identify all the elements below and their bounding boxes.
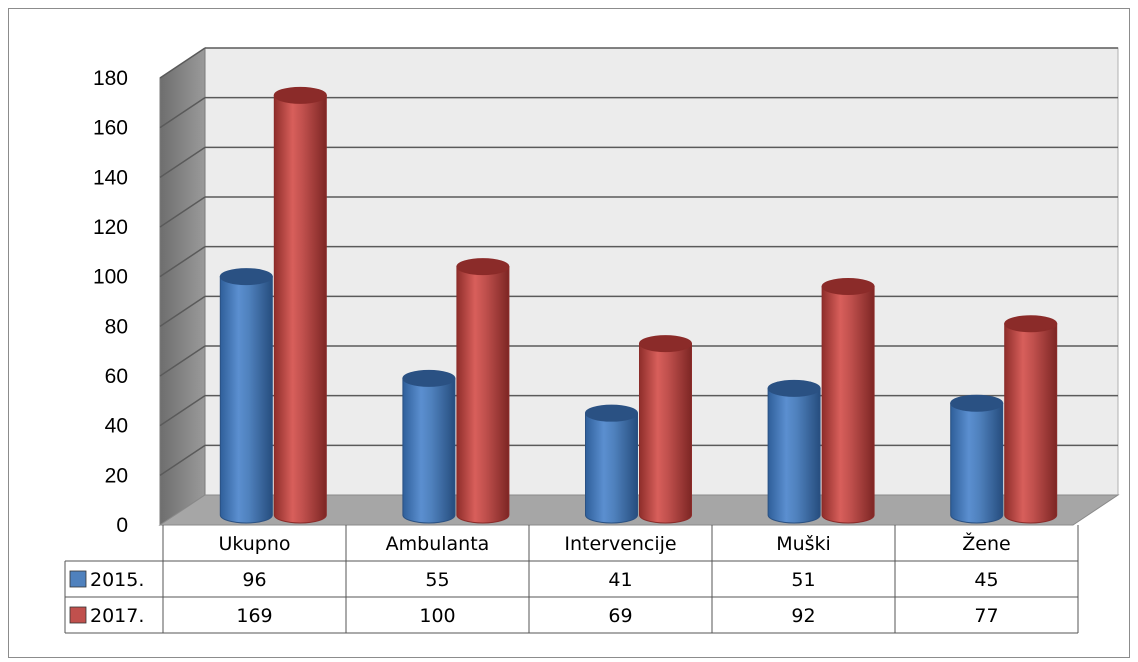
legend-swatch: [69, 606, 87, 624]
bar-body: [767, 387, 821, 524]
data-label: 77: [974, 605, 998, 627]
y-tick-label: 100: [93, 266, 128, 289]
bar-top: [456, 258, 510, 276]
y-tick-label: 40: [105, 415, 128, 438]
data-label: 92: [791, 605, 815, 627]
y-tick-label: 20: [105, 464, 128, 487]
category-label: Žene: [962, 532, 1010, 555]
data-label: 100: [419, 605, 455, 627]
bar-body: [950, 402, 1004, 524]
gridline-side: [159, 196, 206, 228]
data-label: 51: [791, 569, 815, 591]
bar: [950, 394, 1004, 524]
gridline-side: [159, 345, 206, 377]
gridline-side: [159, 444, 206, 476]
data-label: 69: [608, 605, 632, 627]
y-tick-label: 80: [105, 315, 128, 338]
bar: [1004, 315, 1058, 524]
bar: [273, 86, 327, 524]
category-label: Ambulanta: [386, 533, 490, 555]
bar-top: [950, 394, 1004, 412]
category-label: Muški: [776, 533, 831, 555]
bar: [639, 335, 692, 524]
y-tick-label: 120: [93, 216, 128, 239]
data-label: 45: [974, 569, 998, 591]
bar: [585, 404, 638, 524]
gridline-side: [159, 47, 206, 79]
bar: [821, 278, 875, 524]
data-label: 41: [608, 569, 632, 591]
side-wall: [159, 47, 206, 526]
bar: [767, 379, 821, 524]
gridline-side: [159, 246, 206, 278]
bar-body: [402, 377, 456, 524]
data-label: 55: [425, 569, 449, 591]
legend-swatch: [69, 570, 87, 588]
y-tick-label: 140: [93, 166, 128, 189]
bar-body: [219, 276, 273, 524]
bar-top: [767, 379, 821, 397]
bar-body: [273, 94, 327, 524]
gridline-side: [159, 97, 206, 129]
gridline-side: [159, 146, 206, 178]
bar: [219, 268, 273, 524]
y-tick-label: 160: [93, 117, 128, 140]
bar-body: [585, 412, 638, 524]
y-tick-label: 180: [93, 67, 128, 90]
bar-top: [219, 268, 273, 286]
y-tick-label: 0: [116, 514, 128, 537]
bar-body: [456, 266, 510, 524]
gridline-side: [159, 295, 206, 327]
bar-body: [639, 343, 692, 524]
bar-top: [402, 369, 456, 387]
y-tick-label: 60: [105, 365, 128, 388]
bar: [456, 258, 510, 524]
bar-body: [1004, 323, 1058, 524]
category-label: Intervencije: [564, 533, 676, 555]
bar-top: [585, 404, 638, 422]
data-label: 169: [236, 605, 272, 627]
bar-top: [639, 335, 692, 353]
gridline-side: [159, 395, 206, 427]
bar-top: [821, 278, 875, 296]
data-label: 96: [242, 569, 266, 591]
legend-label: 2017.: [90, 605, 144, 627]
bar-top: [273, 86, 327, 104]
bar-body: [821, 286, 875, 524]
bar: [402, 369, 456, 524]
category-label: Ukupno: [218, 533, 290, 555]
bar-top: [1004, 315, 1058, 333]
legend-label: 2015.: [90, 569, 144, 591]
